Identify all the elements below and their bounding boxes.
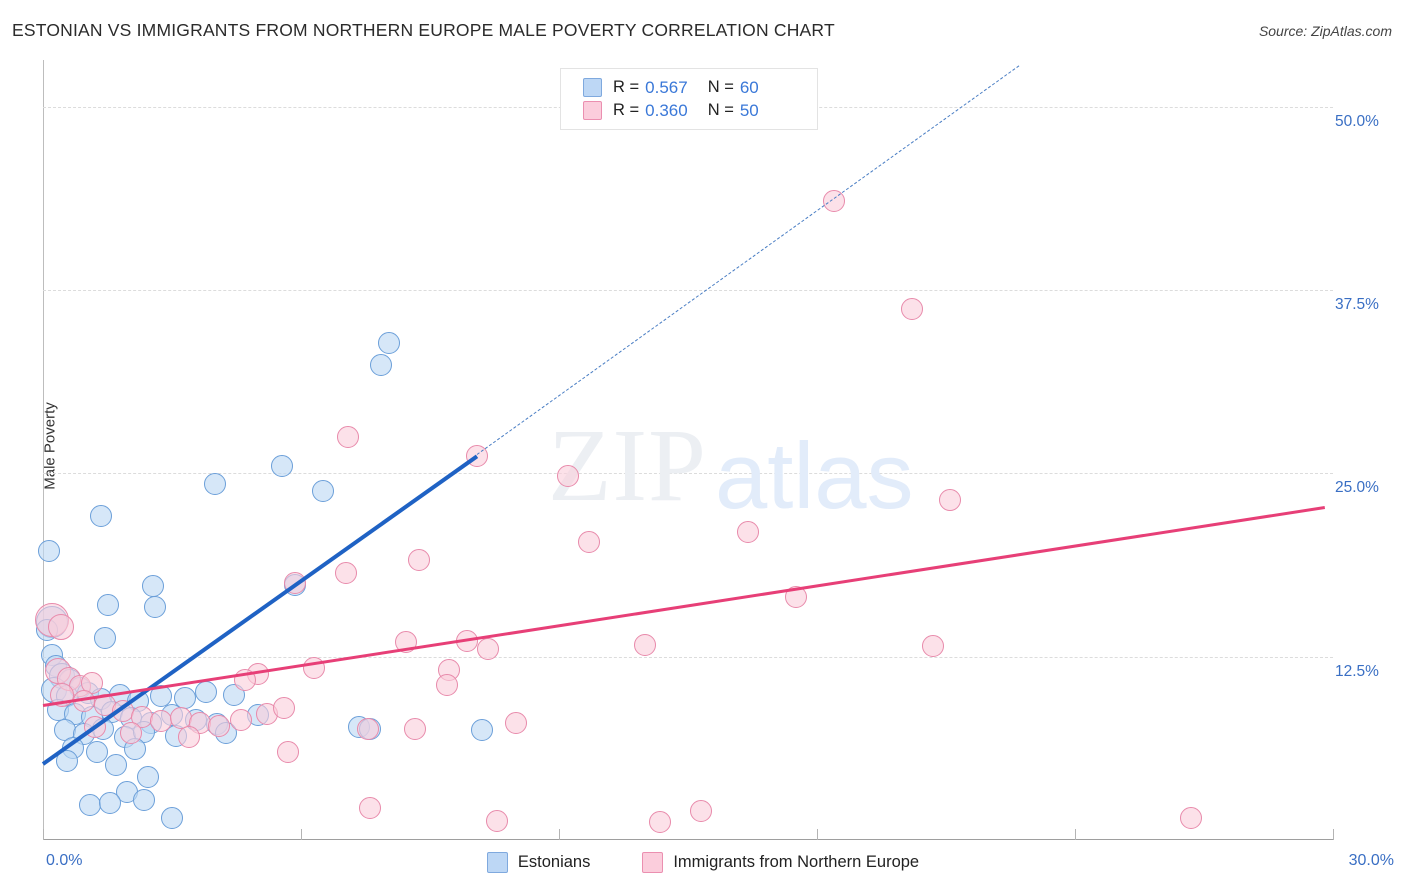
scatter-point: [485, 809, 508, 832]
scatter-point: [105, 754, 128, 777]
x-tick: [1333, 829, 1334, 840]
scatter-point: [55, 749, 78, 772]
scatter-point: [408, 548, 431, 571]
scatter-point: [178, 726, 201, 749]
scatter-point: [143, 595, 166, 618]
scatter-point: [229, 708, 252, 731]
scatter-point: [356, 717, 379, 740]
y-tick-label: 25.0%: [1335, 479, 1379, 497]
r-value: 0.567: [645, 77, 688, 97]
source-attribution: Source: ZipAtlas.com: [1258, 23, 1392, 39]
scatter-point: [335, 562, 358, 585]
scatter-point: [737, 521, 760, 544]
series-legend: Estonians Immigrants from Northern Europe: [0, 852, 1406, 873]
scatter-point: [823, 189, 846, 212]
correlation-legend: R = 0.567 N = 60 R = 0.360 N = 50: [560, 68, 818, 130]
legend-label: Immigrants from Northern Europe: [673, 853, 920, 871]
scatter-point: [96, 594, 119, 617]
y-tick-label: 12.5%: [1335, 662, 1379, 680]
scatter-point: [689, 799, 712, 822]
scatter-point: [50, 682, 75, 707]
scatter-point: [505, 711, 527, 734]
scatter-point: [378, 331, 401, 354]
plot-frame: [43, 60, 1333, 840]
scatter-point: [358, 796, 381, 819]
scatter-point: [784, 585, 807, 608]
x-tick: [301, 829, 302, 840]
scatter-point: [150, 685, 173, 708]
scatter-point: [208, 714, 231, 737]
r-value: 0.360: [645, 100, 688, 120]
scatter-point: [195, 680, 218, 703]
scatter-point: [234, 669, 257, 692]
scatter-point: [150, 710, 173, 733]
correlation-legend-row: R = 0.567 N = 60: [583, 78, 817, 98]
x-tick: [559, 829, 560, 840]
legend-swatch: [583, 78, 602, 97]
r-label: R =: [613, 101, 640, 119]
correlation-legend-row: R = 0.360 N = 50: [583, 101, 817, 121]
scatter-point: [133, 789, 156, 812]
y-tick-label: 37.5%: [1335, 296, 1379, 314]
scatter-point: [161, 807, 183, 829]
scatter-point: [470, 719, 493, 742]
scatter-point: [120, 721, 143, 744]
scatter-point: [922, 635, 945, 658]
scatter-point: [38, 540, 61, 563]
scatter-point: [204, 472, 226, 495]
scatter-point: [1180, 807, 1203, 829]
scatter-point: [455, 629, 478, 652]
n-value: 60: [739, 77, 759, 97]
x-tick: [43, 829, 44, 840]
scatter-point: [98, 792, 121, 815]
scatter-point: [556, 465, 579, 488]
n-value: 50: [739, 100, 759, 120]
scatter-point: [634, 634, 656, 656]
r-label: R =: [613, 78, 640, 96]
page-title: ESTONIAN VS IMMIGRANTS FROM NORTHERN EUR…: [12, 20, 835, 40]
scatter-point: [283, 572, 306, 595]
scatter-point: [900, 298, 923, 321]
n-label: N =: [707, 101, 734, 119]
scatter-point: [137, 765, 160, 788]
legend-label: Estonians: [517, 853, 591, 871]
legend-swatch: [583, 101, 602, 120]
x-tick: [1075, 829, 1076, 840]
scatter-point: [337, 425, 360, 448]
scatter-point: [466, 444, 489, 467]
scatter-point: [302, 657, 325, 680]
x-axis-min-label: 0.0%: [46, 852, 83, 869]
x-tick: [817, 829, 818, 840]
y-tick-label: 50.0%: [1335, 112, 1379, 130]
scatter-point: [94, 626, 117, 649]
scatter-point: [649, 811, 672, 834]
series-legend-item[interactable]: Immigrants from Northern Europe: [642, 852, 919, 873]
scatter-point: [141, 575, 164, 598]
scatter-point: [270, 455, 293, 478]
scatter-point: [48, 614, 75, 641]
scatter-point: [311, 480, 334, 503]
x-axis-max-label: 30.0%: [1348, 852, 1394, 869]
scatter-point: [83, 716, 106, 739]
plot-area: ZIP atlas 50.0% 37.5% 25.0% 12.5%: [34, 60, 1379, 840]
scatter-point: [272, 697, 295, 720]
scatter-point: [477, 638, 500, 661]
gridline: [43, 290, 1333, 292]
scatter-point: [85, 741, 108, 764]
legend-swatch: [642, 852, 664, 873]
scatter-point: [277, 741, 300, 764]
scatter-point: [436, 673, 459, 696]
scatter-point: [369, 353, 392, 376]
gridline: [43, 656, 1333, 658]
scatter-point: [403, 717, 426, 740]
scatter-point: [90, 504, 113, 527]
series-legend-item[interactable]: Estonians: [486, 852, 591, 873]
legend-swatch: [486, 852, 508, 873]
scatter-point: [395, 631, 418, 654]
n-label: N =: [707, 78, 734, 96]
scatter-point: [578, 531, 601, 554]
scatter-point: [939, 488, 962, 511]
gridline: [43, 473, 1333, 475]
